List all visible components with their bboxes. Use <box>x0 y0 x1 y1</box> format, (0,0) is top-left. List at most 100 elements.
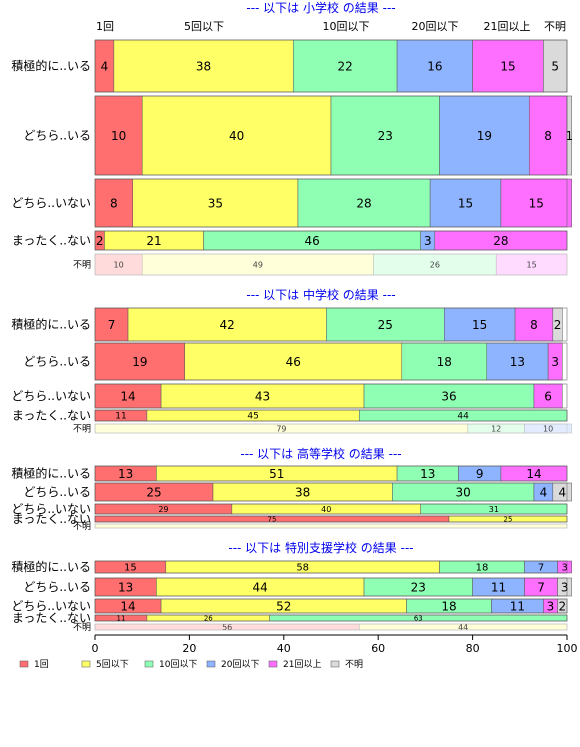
panel-title: --- 以下は 特別支援学校 の結果 --- <box>228 540 413 555</box>
data-label: 12 <box>491 424 501 433</box>
bar-segment <box>132 178 299 228</box>
panel-title: --- 以下は 小学校 の結果 --- <box>246 0 395 15</box>
bar-outline <box>94 423 568 434</box>
row-label: どちら..いる <box>23 129 91 143</box>
row-label: どちら..いない <box>11 389 91 403</box>
bar-row: 積極的に..いる 13 51 13 9 14 <box>11 465 568 482</box>
column-header-label: 5回以下 <box>184 20 224 33</box>
data-label: 3 <box>561 563 567 574</box>
data-label: 49 <box>253 260 263 269</box>
data-label: 11 <box>491 580 506 594</box>
x-tick-label: 100 <box>557 642 578 655</box>
row-label: 不明 <box>73 622 91 633</box>
bar-outline <box>94 383 568 409</box>
legend-item: 不明 <box>330 659 363 670</box>
data-label: 11 <box>116 615 125 623</box>
data-label: 56 <box>222 623 232 632</box>
data-label: 44 <box>457 412 469 422</box>
row-label: 不明 <box>73 521 91 532</box>
data-label: 28 <box>493 234 508 248</box>
data-label: 21 <box>146 234 161 248</box>
bar-outline <box>94 503 568 515</box>
bar-row: どちら..いない 14 52 18 11 3 2 <box>11 598 568 613</box>
data-label: 7 <box>537 580 545 594</box>
row-label: 積極的に..いる <box>11 58 91 73</box>
data-label: 25 <box>504 516 513 524</box>
row-label: どちら..いる <box>23 355 91 369</box>
data-label: 29 <box>158 505 168 514</box>
legend-item: 5回以下 <box>81 659 129 670</box>
data-label: 36 <box>441 389 456 403</box>
row-label: 不明 <box>73 424 91 435</box>
data-label: 26 <box>430 260 440 269</box>
bar-segment <box>94 178 134 228</box>
data-label: 11 <box>510 599 525 613</box>
x-tick-label: 40 <box>277 642 291 655</box>
data-label: 35 <box>208 196 223 210</box>
data-label: 10 <box>114 260 124 269</box>
legend-item: 10回以下 <box>144 659 197 670</box>
bar-segment <box>528 95 568 176</box>
row-label: どちら..いる <box>23 580 91 594</box>
bar-outline <box>94 409 568 422</box>
legend-swatch <box>206 660 216 668</box>
panel-1: --- 以下は 中学校 の結果 --- 積極的に..いる 7 42 25 15 8 2 どちら.… <box>11 287 572 435</box>
data-label: 22 <box>338 59 353 73</box>
bar-row: 積極的に..いる 4 38 22 16 15 5 <box>11 39 568 93</box>
legend-swatch <box>268 660 278 668</box>
data-label: 2 <box>96 234 104 248</box>
data-label: 63 <box>414 615 423 623</box>
row-label: 積極的に..いる <box>11 317 91 332</box>
data-label: 40 <box>321 505 331 514</box>
x-tick-label: 60 <box>371 642 385 655</box>
data-label: 1 <box>566 129 574 143</box>
data-label: 79 <box>276 424 286 433</box>
data-label: 2 <box>554 318 562 332</box>
legend-label: 21回以上 <box>283 659 321 670</box>
bar-row: どちら..いない 29 40 31 <box>11 502 568 516</box>
data-label: 14 <box>120 599 135 613</box>
data-label: 52 <box>276 599 291 613</box>
bar-segment <box>363 383 535 409</box>
bar-outline <box>94 307 568 342</box>
bar-segment <box>472 39 544 93</box>
legend-swatch <box>19 660 29 668</box>
data-label: 38 <box>295 485 310 499</box>
bar-row: 不明 <box>73 521 568 532</box>
bar-segment <box>500 178 572 228</box>
data-label: 13 <box>420 467 435 481</box>
row-label: まったく..ない <box>12 234 91 248</box>
bar-segment <box>141 95 332 176</box>
data-label: 6 <box>544 389 552 403</box>
row-label: どちら..いない <box>11 599 91 613</box>
bar-row: どちら..いる 25 38 30 4 4 <box>23 482 572 502</box>
legend-item: 21回以上 <box>268 659 321 670</box>
data-label: 4 <box>101 59 109 73</box>
data-label: 3 <box>547 599 555 613</box>
bar-row: どちら..いる 19 46 18 13 3 <box>23 342 568 381</box>
row-label: まったく..ない <box>12 611 91 625</box>
bar-segment <box>533 383 563 409</box>
data-label: 8 <box>530 318 538 332</box>
bar-row: どちら..いない 14 43 36 6 <box>11 383 568 409</box>
data-label: 18 <box>437 355 452 369</box>
column-header-label: 不明 <box>544 20 566 33</box>
legend-swatch <box>81 660 91 668</box>
bar-segment <box>326 307 445 342</box>
data-label: 2 <box>558 599 566 613</box>
legend-label: 10回以下 <box>159 659 197 670</box>
bar-outline <box>94 253 568 276</box>
legend-label: 20回以下 <box>221 659 259 670</box>
bar-segment <box>330 95 440 176</box>
data-label: 7 <box>108 318 116 332</box>
data-label: 15 <box>124 563 137 574</box>
bar-row: 積極的に..いる 7 42 25 15 8 2 <box>11 307 568 342</box>
data-label: 13 <box>118 580 133 594</box>
data-label: 8 <box>544 129 552 143</box>
row-label: どちら..いない <box>11 196 91 210</box>
legend-item: 20回以下 <box>206 659 259 670</box>
bar-row: まったく..ない 11 45 44 <box>12 409 568 423</box>
data-label: 5 <box>551 59 559 73</box>
data-label: 15 <box>458 196 473 210</box>
bar-outline <box>94 465 568 482</box>
